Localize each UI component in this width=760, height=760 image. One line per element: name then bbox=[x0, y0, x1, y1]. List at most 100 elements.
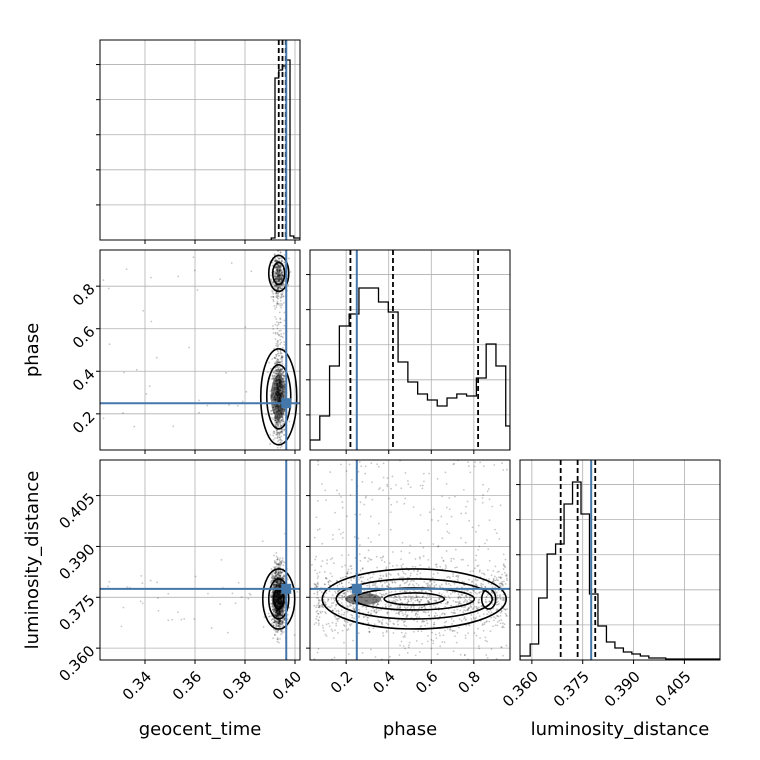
scatter-point bbox=[281, 356, 284, 359]
scatter-point bbox=[275, 580, 278, 583]
scatter-point bbox=[423, 610, 426, 613]
scatter-point bbox=[281, 290, 284, 293]
scatter-point bbox=[275, 561, 278, 563]
scatter-point bbox=[276, 385, 279, 388]
scatter-point bbox=[359, 559, 362, 562]
scatter-point bbox=[279, 393, 282, 396]
scatter-point bbox=[275, 620, 278, 623]
scatter-point bbox=[282, 275, 285, 277]
scatter-point bbox=[279, 375, 282, 377]
scatter-point bbox=[460, 512, 463, 515]
scatter-point bbox=[273, 633, 276, 636]
scatter-point bbox=[270, 388, 273, 391]
scatter-point bbox=[275, 360, 278, 363]
scatter-point bbox=[276, 302, 278, 305]
scatter-point bbox=[378, 533, 381, 536]
scatter-point bbox=[422, 472, 425, 475]
scatter-point bbox=[273, 432, 276, 435]
scatter-point bbox=[273, 399, 276, 401]
scatter-point bbox=[274, 607, 276, 610]
scatter-point bbox=[337, 590, 340, 593]
scatter-point bbox=[492, 577, 495, 580]
scatter-point bbox=[274, 585, 277, 587]
scatter-point bbox=[276, 631, 279, 634]
scatter-point bbox=[278, 432, 281, 435]
scatter-point bbox=[269, 395, 272, 397]
scatter-point bbox=[279, 304, 282, 307]
scatter-point bbox=[276, 277, 279, 279]
scatter-point bbox=[122, 371, 125, 374]
scatter-point bbox=[269, 434, 272, 436]
scatter-point bbox=[283, 429, 285, 432]
scatter-point bbox=[280, 395, 283, 398]
scatter-point bbox=[439, 634, 441, 637]
scatter-point bbox=[274, 275, 276, 278]
scatter-point bbox=[276, 273, 279, 275]
scatter-point bbox=[286, 613, 289, 616]
scatter-point bbox=[275, 420, 278, 423]
scatter-point bbox=[501, 583, 504, 586]
scatter-point bbox=[505, 615, 508, 618]
scatter-point bbox=[276, 275, 279, 277]
scatter-point bbox=[277, 387, 280, 390]
scatter-point bbox=[276, 264, 279, 267]
scatter-point bbox=[275, 278, 278, 281]
scatter-point bbox=[498, 583, 501, 585]
scatter-point bbox=[391, 565, 394, 567]
scatter-point bbox=[288, 257, 290, 260]
scatter-point bbox=[327, 581, 330, 583]
scatter-point bbox=[366, 619, 369, 621]
scatter-point bbox=[276, 352, 279, 355]
scatter-point bbox=[458, 595, 461, 598]
scatter-point bbox=[473, 619, 476, 622]
scatter-point bbox=[275, 268, 278, 271]
scatter-point bbox=[275, 411, 278, 413]
scatter-point bbox=[248, 592, 251, 595]
scatter-point bbox=[277, 274, 280, 277]
scatter-point bbox=[277, 391, 280, 394]
scatter-point bbox=[407, 584, 410, 587]
scatter-point bbox=[453, 629, 456, 632]
scatter-point bbox=[272, 296, 275, 298]
scatter-point bbox=[399, 610, 402, 613]
scatter-point bbox=[409, 590, 411, 593]
scatter-point bbox=[502, 654, 504, 657]
scatter-point bbox=[276, 269, 279, 272]
scatter-point bbox=[274, 631, 277, 633]
scatter-point bbox=[281, 614, 284, 617]
scatter-point bbox=[279, 317, 282, 320]
scatter-point bbox=[317, 599, 320, 602]
scatter-point bbox=[401, 602, 404, 605]
scatter-point bbox=[278, 371, 281, 374]
scatter-point bbox=[274, 382, 277, 385]
scatter-point bbox=[279, 398, 282, 401]
scatter-point bbox=[274, 369, 277, 372]
scatter-point bbox=[418, 556, 421, 559]
scatter-point bbox=[279, 273, 282, 276]
scatter-point bbox=[353, 608, 356, 610]
scatter-point bbox=[278, 279, 281, 282]
scatter-point bbox=[380, 577, 383, 580]
scatter-point bbox=[469, 605, 472, 608]
scatter-point bbox=[270, 593, 272, 596]
scatter-point bbox=[444, 567, 447, 570]
scatter-point bbox=[277, 394, 280, 397]
scatter-point bbox=[274, 267, 276, 269]
scatter-point bbox=[274, 415, 277, 418]
x-axis-label: luminosity_distance bbox=[531, 719, 710, 740]
scatter-point bbox=[341, 594, 343, 597]
scatter-point bbox=[279, 267, 282, 270]
scatter-point bbox=[343, 641, 345, 644]
scatter-point bbox=[501, 626, 503, 629]
scatter-point bbox=[397, 623, 399, 626]
scatter-point bbox=[272, 583, 275, 586]
scatter-point bbox=[279, 419, 282, 422]
scatter-point bbox=[417, 595, 419, 598]
scatter-point bbox=[277, 385, 280, 387]
scatter-point bbox=[420, 624, 423, 627]
scatter-point bbox=[426, 622, 429, 625]
scatter-point bbox=[325, 577, 327, 579]
scatter-point bbox=[280, 296, 283, 299]
scatter-point bbox=[279, 421, 282, 423]
scatter-point bbox=[420, 606, 423, 609]
